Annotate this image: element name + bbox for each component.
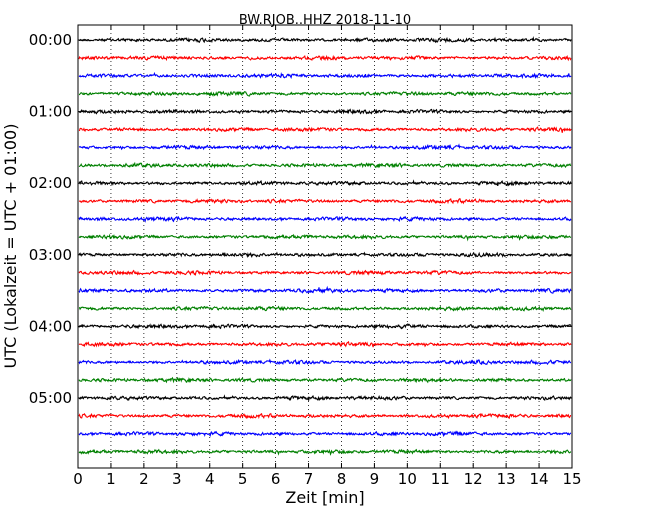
seismogram-trace (78, 54, 572, 62)
seismogram-trace (78, 90, 572, 97)
x-tick-label: 13 (497, 470, 516, 488)
seismogram-traces (78, 36, 572, 456)
seismogram-trace (78, 143, 572, 151)
seismogram-trace (78, 376, 572, 384)
seismogram-trace (78, 126, 572, 133)
x-tick-label: 12 (464, 470, 483, 488)
x-tick-label: 1 (106, 470, 116, 488)
seismogram-trace (78, 340, 572, 348)
x-tick-label: 4 (205, 470, 215, 488)
seismogram-trace (78, 71, 572, 80)
x-tick-label: 8 (337, 470, 347, 488)
vertical-grid (110, 25, 540, 468)
x-tick-label: 2 (139, 470, 149, 488)
x-tick-label: 7 (304, 470, 314, 488)
seismogram-trace (78, 36, 572, 44)
y-tick-label: 04:00 (29, 317, 72, 335)
x-tick-label: 11 (431, 470, 450, 488)
seismogram-trace (78, 108, 572, 115)
y-tick-label: 05:00 (29, 389, 72, 407)
seismogram-trace (78, 305, 572, 313)
seismogram-trace (78, 358, 572, 366)
x-tick-label: 6 (271, 470, 281, 488)
seismogram-trace (78, 412, 572, 420)
seismogram-trace (78, 285, 572, 294)
y-tick-label: 01:00 (29, 103, 72, 121)
y-tick-label: 03:00 (29, 246, 72, 264)
x-tick-label: 10 (398, 470, 417, 488)
seismogram-trace (78, 251, 572, 259)
x-tick-label: 5 (238, 470, 248, 488)
seismogram-trace (78, 394, 572, 402)
seismogram-trace (78, 323, 572, 330)
seismogram-trace (78, 161, 572, 169)
seismogram-trace (78, 215, 572, 223)
y-axis-label: UTC (Lokalzeit = UTC + 01:00) (1, 124, 20, 369)
x-tick-label: 14 (530, 470, 549, 488)
x-tick-label: 15 (562, 470, 581, 488)
seismogram-trace (78, 430, 572, 438)
y-axis-ticks: 00:00 01:00 02:00 03:00 04:00 05:00 (29, 31, 572, 407)
x-tick-label: 3 (172, 470, 182, 488)
seismogram-trace (78, 233, 572, 242)
x-axis-ticks: 0 1 2 3 4 5 6 7 8 9 10 11 12 13 14 15 (73, 25, 582, 488)
plot-frame (77, 24, 573, 469)
seismogram-trace (78, 269, 572, 276)
x-tick-label: 0 (73, 470, 83, 488)
seismogram-trace (78, 179, 572, 187)
x-tick-label: 9 (370, 470, 380, 488)
seismogram-trace (78, 448, 572, 456)
chart-title: BW.RJOB..HHZ 2018-11-10 (239, 13, 411, 28)
y-tick-label: 00:00 (29, 31, 72, 49)
y-tick-label: 02:00 (29, 174, 72, 192)
seismogram-trace (78, 198, 572, 205)
x-axis-label: Zeit [min] (285, 488, 364, 507)
